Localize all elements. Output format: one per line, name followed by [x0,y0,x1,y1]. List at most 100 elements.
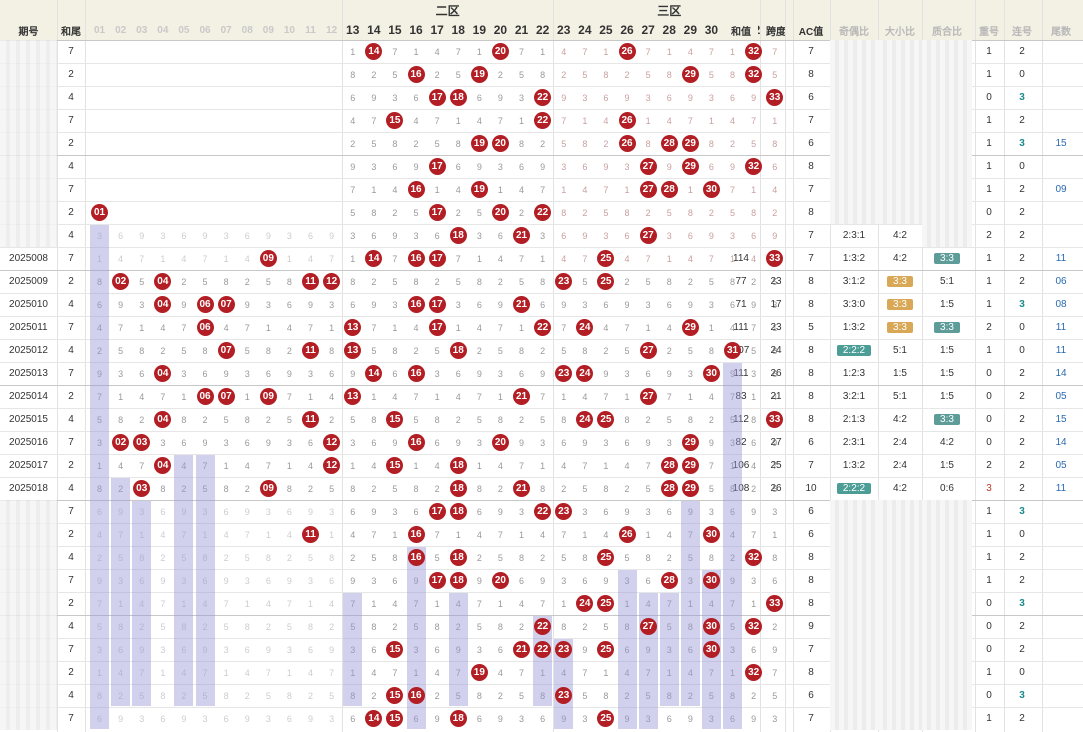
number-cell-05[interactable]: 5 [181,345,187,356]
row-period[interactable] [0,615,57,638]
number-cell-19[interactable]: 6 [476,713,482,724]
number-cell-24[interactable]: 6 [582,161,588,172]
number-cell-10[interactable] [279,178,300,201]
number-cell-04[interactable] [152,86,173,109]
number-cell-02[interactable]: 4 [118,460,124,471]
number-cell-22[interactable]: 7 [540,184,546,195]
number-cell-02[interactable]: 1 [118,391,124,402]
number-cell-08[interactable]: 7 [244,322,250,333]
number-cell-10[interactable] [279,40,300,63]
number-cell-15[interactable]: 1 [392,322,398,333]
number-cell-27[interactable]: 27 [638,339,659,362]
number-cell-03[interactable]: 6 [139,368,145,379]
number-cell-02[interactable]: 02 [110,431,131,454]
number-cell-32[interactable]: 3 [751,575,757,586]
number-cell-26[interactable]: 3 [624,575,630,586]
number-cell-06[interactable]: 2 [202,621,208,632]
number-cell-26[interactable]: 9 [624,713,630,724]
number-cell-04[interactable]: 04 [152,270,173,293]
number-cell-32[interactable]: 5 [751,345,757,356]
number-cell-10[interactable] [279,109,300,132]
number-cell-16[interactable]: 16 [406,523,427,546]
number-cell-08[interactable] [237,201,258,224]
number-cell-32[interactable]: 4 [751,460,757,471]
number-cell-30[interactable]: 9 [708,230,714,241]
number-cell-06[interactable]: 3 [202,713,208,724]
number-cell-12[interactable]: 3 [329,713,335,724]
number-cell-15[interactable]: 15 [384,408,405,431]
row-period[interactable]: 2025018 [9,483,48,494]
number-cell-04[interactable] [152,109,173,132]
number-cell-17[interactable]: 1 [434,598,440,609]
number-cell-26[interactable]: 5 [624,345,630,356]
number-cell-02[interactable]: 2 [118,690,124,701]
number-cell-05[interactable]: 4 [181,253,187,264]
number-cell-19[interactable]: 7 [476,391,482,402]
number-cell-23[interactable]: 7 [561,529,567,540]
number-cell-19[interactable]: 4 [476,322,482,333]
number-cell-29[interactable]: 1 [687,391,693,402]
number-cell-33[interactable]: 7 [772,46,778,57]
number-cell-17[interactable]: 2 [434,690,440,701]
number-cell-26[interactable]: 6 [624,230,630,241]
number-cell-05[interactable] [173,132,194,155]
number-cell-16[interactable]: 7 [413,391,419,402]
number-cell-13[interactable]: 9 [350,368,356,379]
row-period[interactable] [0,155,57,178]
number-cell-26[interactable]: 4 [624,253,630,264]
number-cell-01[interactable]: 6 [97,713,103,724]
number-cell-29[interactable]: 29 [680,477,701,500]
number-cell-14[interactable]: 5 [371,552,377,563]
number-cell-23[interactable]: 23 [553,500,574,523]
number-cell-14[interactable]: 7 [371,322,377,333]
header-ratio2[interactable]: 大小比 [878,20,922,40]
number-cell-33[interactable]: 6 [772,575,778,586]
number-cell-17[interactable]: 1 [434,184,440,195]
number-cell-18[interactable]: 2 [455,207,461,218]
number-cell-33[interactable]: 9 [772,437,778,448]
number-cell-24[interactable]: 9 [582,644,588,655]
number-cell-10[interactable]: 6 [286,299,292,310]
number-cell-06[interactable]: 06 [195,293,216,316]
number-cell-31[interactable]: 6 [730,92,736,103]
number-cell-11[interactable] [300,63,321,86]
number-cell-17[interactable]: 2 [434,276,440,287]
number-cell-09[interactable]: 1 [265,322,271,333]
number-cell-02[interactable]: 02 [110,270,131,293]
number-cell-14[interactable]: 7 [371,529,377,540]
number-cell-10[interactable]: 6 [286,713,292,724]
number-cell-07[interactable]: 7 [223,598,229,609]
number-cell-07[interactable]: 5 [223,414,229,425]
header-period[interactable]: 期号 [0,20,57,40]
number-cell-31[interactable]: 8 [730,690,736,701]
number-cell-05[interactable]: 7 [181,322,187,333]
row-period[interactable]: 2025017 [9,460,48,471]
number-cell-13[interactable]: 8 [350,690,356,701]
number-cell-10[interactable] [279,201,300,224]
number-cell-24[interactable]: 3 [582,506,588,517]
number-cell-13[interactable]: 6 [350,299,356,310]
number-cell-11[interactable]: 2 [308,483,314,494]
number-cell-29[interactable]: 4 [687,46,693,57]
number-cell-03[interactable] [131,201,152,224]
row-period[interactable] [0,592,57,615]
number-cell-06[interactable]: 7 [202,460,208,471]
number-cell-01[interactable]: 9 [97,368,103,379]
number-cell-27[interactable]: 8 [645,138,651,149]
number-cell-33[interactable]: 33 [764,247,785,270]
number-cell-16[interactable]: 16 [406,247,427,270]
number-cell-13[interactable]: 7 [350,184,356,195]
number-cell-29[interactable]: 29 [680,155,701,178]
number-cell-24[interactable]: 8 [582,345,588,356]
number-cell-04[interactable] [152,132,173,155]
number-cell-13[interactable]: 3 [350,437,356,448]
number-cell-32[interactable]: 9 [751,299,757,310]
number-cell-22[interactable]: 2 [540,552,546,563]
number-cell-12[interactable] [321,86,342,109]
number-cell-17[interactable]: 8 [434,414,440,425]
number-cell-16[interactable]: 8 [413,483,419,494]
number-cell-09[interactable]: 5 [265,276,271,287]
number-cell-16[interactable]: 1 [413,46,419,57]
number-cell-33[interactable]: 4 [772,391,778,402]
number-cell-19[interactable]: 9 [476,575,482,586]
